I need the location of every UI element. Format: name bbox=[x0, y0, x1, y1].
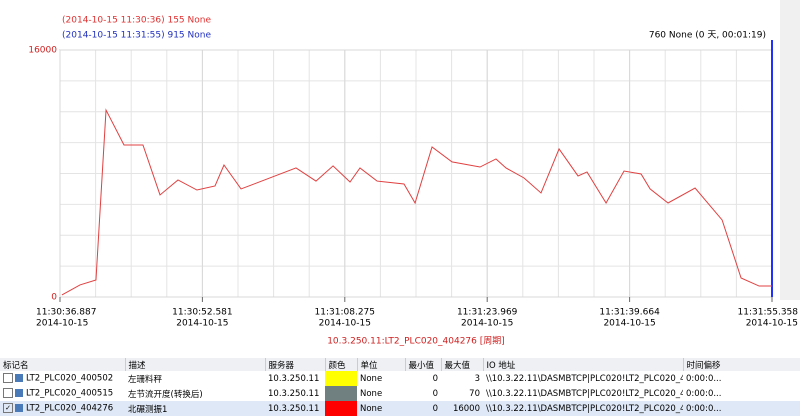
max-cell: 70 bbox=[469, 388, 480, 399]
x-tick-date: 2014-10-15 bbox=[603, 319, 655, 329]
column-header: 时间偏移 bbox=[683, 358, 800, 371]
x-tick-date: 2014-10-15 bbox=[319, 319, 371, 329]
checkbox[interactable] bbox=[3, 373, 13, 384]
y-tick-label: 16000 bbox=[28, 46, 57, 56]
status-text: 760 None (0 天, 00:01:19) bbox=[649, 31, 766, 41]
table-row[interactable]: LT2_PLC020_400502 左珊料秤 10.3.250.11 None 0 3 \\… bbox=[0, 371, 800, 386]
y-tick-label: 0 bbox=[51, 293, 57, 303]
server-cell: 10.3.250.11 bbox=[268, 388, 320, 399]
io-cell: \\10.3.22.11\DASMBTCP|PLC020!LT2_PLC020_… bbox=[486, 403, 683, 414]
offset-cell: 0:00:0... bbox=[686, 373, 722, 384]
tag-icon bbox=[15, 404, 23, 413]
offset-cell: 0:00:0... bbox=[686, 388, 722, 399]
x-tick-date: 2014-10-15 bbox=[746, 319, 798, 329]
column-header: 服务器 bbox=[265, 358, 326, 371]
io-cell: \\10.3.22.11\DASMBTCP|PLC020!LT2_PLC020_… bbox=[486, 388, 683, 399]
tag-icon bbox=[15, 374, 23, 383]
max-cell: 16000 bbox=[452, 403, 480, 414]
x-tick-label: 11:30:52.581 bbox=[172, 308, 232, 318]
table-row[interactable]: LT2_PLC020_400515 左节流开度(转换后) 10.3.250.11 No… bbox=[0, 386, 800, 401]
max-cell: 3 bbox=[474, 373, 480, 384]
x-axis-label: 10.3.250.11:LT2_PLC020_404276 [周期] bbox=[327, 336, 505, 347]
offset-cell: 0:00:0... bbox=[686, 403, 722, 414]
x-tick-date: 2014-10-15 bbox=[461, 319, 513, 329]
data-line bbox=[61, 108, 773, 296]
x-tick-label: 11:31:08.275 bbox=[315, 308, 375, 318]
x-tick-label: 11:31:23.969 bbox=[457, 308, 518, 318]
chart-bg bbox=[0, 0, 800, 356]
tag-cell: LT2_PLC020_400515 bbox=[0, 386, 125, 401]
x-tick-date: 2014-10-15 bbox=[36, 319, 88, 329]
x-tick-date: 2014-10-15 bbox=[176, 319, 228, 329]
tag-table: 标记名 描述 服务器 颜色 单位 最小值 最大值 IO 地址 时间偏移 LT2_PLC020_4… bbox=[0, 358, 800, 416]
desc-cell: 左珊料秤 bbox=[128, 374, 163, 385]
tag-name: LT2_PLC020_404276 bbox=[26, 403, 114, 414]
tag-icon bbox=[15, 389, 23, 398]
checkbox[interactable]: ✓ bbox=[3, 403, 13, 414]
server-cell: 10.3.250.11 bbox=[268, 403, 320, 414]
min-cell: 0 bbox=[432, 403, 438, 414]
x-tick-label: 11:31:39.664 bbox=[599, 308, 660, 318]
tag-name: LT2_PLC020_400502 bbox=[26, 373, 114, 384]
tag-cell: LT2_PLC020_400502 bbox=[0, 371, 125, 386]
cursor-label: (2014-10-15 11:30:36) 155 None bbox=[62, 16, 211, 26]
min-cell: 0 bbox=[432, 388, 438, 399]
column-header: IO 地址 bbox=[483, 358, 684, 371]
x-tick-label: 11:30:36.887 bbox=[36, 308, 96, 318]
min-cell: 0 bbox=[432, 373, 438, 384]
unit-cell: None bbox=[360, 388, 383, 399]
checkbox[interactable] bbox=[3, 388, 13, 399]
x-tick-label: 11:31:55.358 bbox=[738, 308, 799, 318]
table-header: 标记名 描述 服务器 颜色 单位 最小值 最大值 IO 地址 时间偏移 bbox=[0, 358, 800, 371]
column-header: 单位 bbox=[357, 358, 406, 371]
unit-cell: None bbox=[360, 373, 383, 384]
column-header: 颜色 bbox=[325, 358, 358, 371]
table-row[interactable]: ✓ LT2_PLC020_404276 北碾测振1 10.3.250.11 None 0 1… bbox=[0, 401, 800, 416]
chart: 760 None (0 天, 00:01:19) 10.3.250.11:LT2… bbox=[0, 0, 800, 356]
io-cell: \\10.3.22.11\DASMBTCP|PLC020!LT2_PLC020_… bbox=[486, 373, 683, 384]
color-cell bbox=[325, 401, 357, 416]
tag-cell: ✓ LT2_PLC020_404276 bbox=[0, 401, 125, 416]
column-header: 最大值 bbox=[441, 358, 484, 371]
cursor-label: (2014-10-15 11:31:55) 915 None bbox=[62, 31, 211, 41]
color-cell bbox=[325, 386, 357, 401]
side-panel bbox=[780, 0, 800, 300]
unit-cell: None bbox=[360, 403, 383, 414]
tag-name: LT2_PLC020_400515 bbox=[26, 388, 114, 399]
column-header: 标记名 bbox=[0, 358, 126, 371]
color-cell bbox=[325, 371, 357, 386]
column-header: 描述 bbox=[125, 358, 266, 371]
server-cell: 10.3.250.11 bbox=[268, 373, 320, 384]
desc-cell: 北碾测振1 bbox=[128, 404, 168, 415]
desc-cell: 左节流开度(转换后) bbox=[128, 389, 203, 400]
column-header: 最小值 bbox=[405, 358, 442, 371]
